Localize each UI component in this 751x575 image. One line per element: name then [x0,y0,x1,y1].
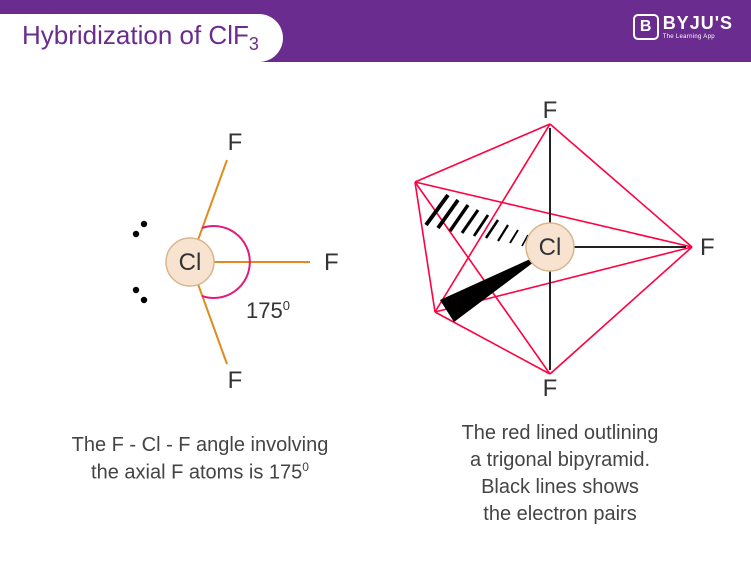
dashed-wedge [426,195,538,249]
logo-main-text: BYJU'S [663,14,733,32]
page-title: Hybridization of ClF3 [22,20,259,55]
right-caption: The red lined outlininga trigonal bipyra… [420,420,700,528]
angle-value: 1750 [246,298,290,323]
atom-label-f-bottom: F [228,367,243,394]
atom-label-f-bottom: F [543,375,558,402]
logo-icon: B [633,14,659,40]
left-caption: The F - Cl - F angle involvingthe axial … [50,432,350,487]
lone-pairs [133,221,147,303]
atom-label-f-right: F [324,249,339,276]
atom-label-f-top: F [543,97,558,124]
atom-label-f-right: F [700,234,715,261]
logo-sub-text: The Learning App [663,34,733,40]
header-tab: Hybridization of ClF3 [0,14,283,62]
content-area: Cl F F F 1750 The F - Cl - F angle invol… [0,62,751,575]
center-atom-label: Cl [179,249,202,276]
atom-label-f-top: F [228,129,243,156]
brand-logo: B BYJU'S The Learning App [633,14,733,40]
center-atom-label: Cl [539,234,562,261]
left-molecule-diagram: Cl F F F 1750 [20,82,360,422]
header-bar: Hybridization of ClF3 B BYJU'S The Learn… [0,0,751,62]
right-bipyramid-diagram: Cl F F F [380,82,740,422]
